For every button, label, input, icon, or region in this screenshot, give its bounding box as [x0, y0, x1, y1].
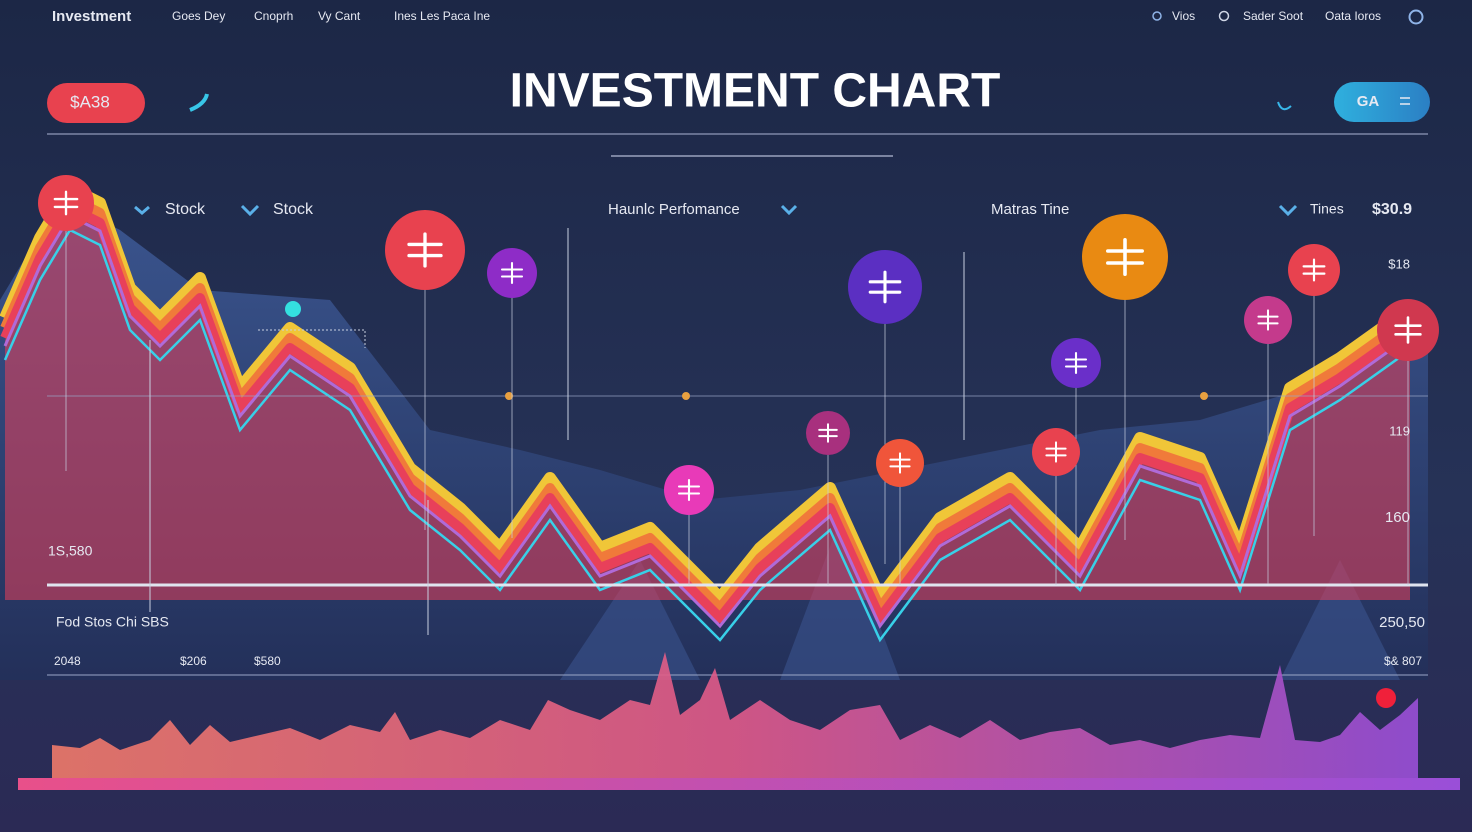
button[interactable]: [1334, 82, 1430, 122]
bubble-icon: [889, 452, 911, 474]
bubble-group: [38, 175, 1439, 585]
axis-label: 1S,580: [48, 543, 93, 559]
background-peaks: [560, 520, 1400, 680]
brand[interactable]: Investment: [52, 8, 131, 25]
axis-label: Fod Stos Chi SBS: [56, 614, 169, 630]
bubble-icon: [1106, 238, 1144, 276]
bubble-icon: [1394, 316, 1422, 344]
button-label: GA: [1357, 93, 1380, 110]
decoration: [189, 93, 209, 112]
nav-action[interactable]: Sader Soot: [1243, 9, 1304, 23]
wave-line: [3, 214, 1411, 629]
axis-label: $580: [254, 654, 281, 668]
wave-line: [0, 203, 1413, 623]
badge-label: $A38: [70, 92, 110, 111]
nav-action[interactable]: Vios: [1172, 9, 1195, 23]
wave-group: [0, 182, 1414, 643]
bubble-icon: [868, 270, 902, 304]
bubble-icon: [1064, 351, 1088, 375]
legend-label[interactable]: Tines: [1310, 201, 1344, 217]
dot: [505, 392, 513, 400]
axis-label: 250,50: [1379, 614, 1425, 631]
dot: [682, 392, 690, 400]
dot: [285, 301, 301, 317]
bubble-icon: [818, 423, 838, 443]
wave-line: [0, 193, 1413, 613]
nav-link[interactable]: Cnoprh: [254, 9, 293, 23]
axis-label: $18: [1388, 256, 1410, 271]
axis-label: $206: [180, 654, 207, 668]
wave-line: [0, 182, 1414, 604]
nav-link[interactable]: Goes Dey: [172, 9, 225, 23]
legend-value: $30.9: [1372, 201, 1412, 218]
pin-icon: [1152, 11, 1162, 21]
bubble-icon: [1302, 258, 1326, 282]
legend-label[interactable]: Matras Tine: [991, 201, 1069, 218]
dropdown-icon[interactable]: [780, 204, 798, 216]
base-bar: [18, 778, 1460, 790]
wave-fill: [5, 210, 1410, 620]
legend-icon: [134, 205, 150, 215]
bubble-icon: [53, 190, 79, 216]
bubble-icon: [677, 478, 701, 502]
axis-label: 160: [1385, 509, 1410, 526]
menu-icon: [1400, 97, 1410, 105]
legend-icon: [240, 204, 260, 217]
bubble-icon: [500, 261, 524, 285]
bubble-icon: [407, 232, 443, 268]
legend-label[interactable]: Stock: [273, 201, 314, 218]
legend-icon: [1278, 204, 1298, 217]
nav-link[interactable]: Ines Les Paca Ine: [394, 9, 490, 23]
dot: [1200, 392, 1208, 400]
dot: [1376, 688, 1396, 708]
legend-label[interactable]: Stock: [165, 201, 206, 218]
axis-label: 119: [1389, 423, 1410, 438]
axis-label: $& 807: [1384, 654, 1422, 668]
axis-label: 2048: [54, 654, 81, 668]
nav-link[interactable]: Vy Cant: [318, 9, 361, 23]
page-title: INVESTMENT CHART: [510, 65, 1001, 118]
bubble-icon: [1045, 441, 1067, 463]
decoration: [1277, 101, 1292, 111]
search-icon[interactable]: [1218, 10, 1230, 22]
profile-icon[interactable]: [1408, 9, 1424, 25]
bubble-icon: [1257, 309, 1279, 331]
legend-label[interactable]: Haunlc Perfomance: [608, 201, 740, 218]
volume-area: [52, 652, 1418, 778]
badge[interactable]: [47, 83, 145, 123]
nav-action[interactable]: Oata Ioros: [1325, 9, 1381, 23]
